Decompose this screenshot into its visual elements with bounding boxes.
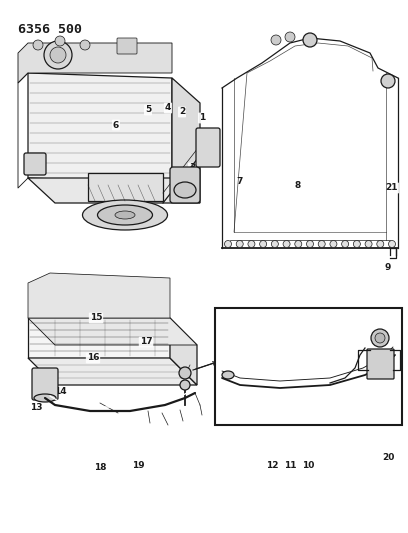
Polygon shape bbox=[28, 178, 200, 203]
Text: 14: 14 bbox=[54, 387, 67, 397]
Circle shape bbox=[365, 240, 372, 247]
Text: 12: 12 bbox=[266, 461, 278, 470]
Circle shape bbox=[248, 240, 255, 247]
Text: 10: 10 bbox=[302, 461, 314, 470]
Circle shape bbox=[271, 240, 278, 247]
Text: 9: 9 bbox=[385, 263, 391, 272]
Circle shape bbox=[44, 41, 72, 69]
Ellipse shape bbox=[98, 205, 153, 225]
Circle shape bbox=[375, 333, 385, 343]
Circle shape bbox=[381, 74, 395, 88]
Text: 7: 7 bbox=[237, 177, 243, 187]
Polygon shape bbox=[215, 308, 402, 425]
FancyBboxPatch shape bbox=[367, 349, 394, 379]
Text: 3: 3 bbox=[189, 164, 195, 173]
Text: 17: 17 bbox=[140, 337, 152, 346]
FancyBboxPatch shape bbox=[196, 128, 220, 167]
Circle shape bbox=[33, 40, 43, 50]
Ellipse shape bbox=[115, 211, 135, 219]
Circle shape bbox=[50, 47, 66, 63]
Polygon shape bbox=[28, 318, 170, 358]
Text: 21: 21 bbox=[386, 183, 398, 192]
Circle shape bbox=[330, 240, 337, 247]
Ellipse shape bbox=[34, 394, 56, 402]
Text: 2: 2 bbox=[179, 108, 185, 117]
Polygon shape bbox=[172, 78, 200, 203]
Text: 19: 19 bbox=[132, 461, 144, 470]
Circle shape bbox=[55, 36, 65, 46]
Circle shape bbox=[224, 240, 231, 247]
Text: 8: 8 bbox=[295, 181, 301, 190]
Ellipse shape bbox=[82, 200, 168, 230]
Circle shape bbox=[303, 33, 317, 47]
Circle shape bbox=[318, 240, 325, 247]
Circle shape bbox=[271, 35, 281, 45]
Text: 18: 18 bbox=[94, 464, 106, 472]
Text: 1: 1 bbox=[199, 114, 205, 123]
Ellipse shape bbox=[174, 182, 196, 198]
Circle shape bbox=[283, 240, 290, 247]
Text: 5: 5 bbox=[145, 106, 151, 115]
Circle shape bbox=[341, 240, 349, 247]
Ellipse shape bbox=[222, 371, 234, 379]
FancyBboxPatch shape bbox=[170, 167, 200, 203]
Text: 4: 4 bbox=[165, 103, 171, 112]
Text: 15: 15 bbox=[90, 313, 102, 322]
Text: 13: 13 bbox=[30, 403, 42, 413]
Polygon shape bbox=[28, 73, 172, 183]
Circle shape bbox=[259, 240, 267, 247]
FancyBboxPatch shape bbox=[32, 368, 58, 400]
Circle shape bbox=[388, 240, 395, 247]
Circle shape bbox=[295, 240, 302, 247]
Circle shape bbox=[180, 380, 190, 390]
Circle shape bbox=[377, 240, 384, 247]
Polygon shape bbox=[28, 273, 170, 318]
FancyBboxPatch shape bbox=[88, 173, 163, 201]
Polygon shape bbox=[28, 318, 197, 345]
Polygon shape bbox=[18, 43, 172, 83]
Circle shape bbox=[179, 367, 191, 379]
Polygon shape bbox=[170, 318, 197, 385]
Text: 6356 500: 6356 500 bbox=[18, 23, 82, 36]
Polygon shape bbox=[28, 358, 197, 385]
Circle shape bbox=[306, 240, 313, 247]
FancyBboxPatch shape bbox=[117, 38, 137, 54]
Text: 6: 6 bbox=[113, 120, 119, 130]
Circle shape bbox=[371, 329, 389, 347]
Circle shape bbox=[353, 240, 360, 247]
Text: 16: 16 bbox=[87, 353, 99, 362]
FancyBboxPatch shape bbox=[24, 153, 46, 175]
Text: 20: 20 bbox=[382, 454, 394, 463]
Circle shape bbox=[285, 32, 295, 42]
Text: 11: 11 bbox=[284, 461, 296, 470]
Circle shape bbox=[236, 240, 243, 247]
Circle shape bbox=[80, 40, 90, 50]
